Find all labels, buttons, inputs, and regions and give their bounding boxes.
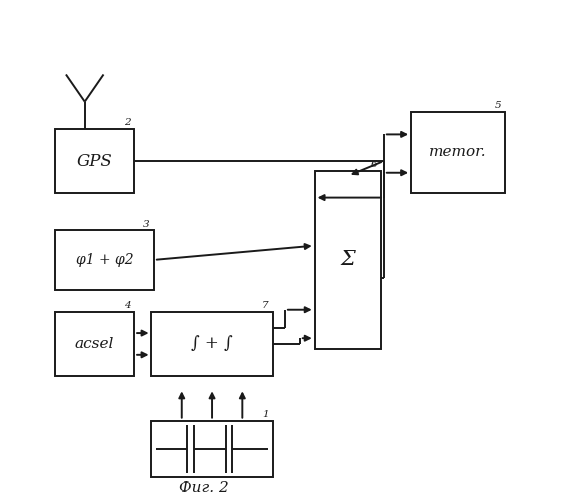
Text: 7: 7 (262, 302, 268, 310)
Text: acsel: acsel (75, 337, 114, 351)
Text: 2: 2 (124, 118, 130, 128)
Text: 6: 6 (371, 160, 377, 170)
Text: 3: 3 (144, 220, 150, 228)
Bar (151, 312, 272, 376)
Text: Фиг. 2: Фиг. 2 (179, 481, 228, 495)
Bar (151, 420, 272, 478)
Bar (315, 171, 381, 349)
Text: φ1 + φ2: φ1 + φ2 (76, 253, 133, 267)
Text: 1: 1 (262, 410, 268, 419)
Bar (55, 312, 134, 376)
Text: 5: 5 (494, 101, 501, 110)
Text: ∫ + ∫: ∫ + ∫ (191, 336, 233, 352)
Bar (55, 230, 154, 290)
Text: GPS: GPS (77, 152, 112, 170)
Text: 4: 4 (124, 302, 130, 310)
Bar (411, 112, 505, 193)
Bar (55, 129, 134, 193)
Text: Σ: Σ (341, 250, 355, 270)
Text: memor.: memor. (429, 146, 487, 160)
